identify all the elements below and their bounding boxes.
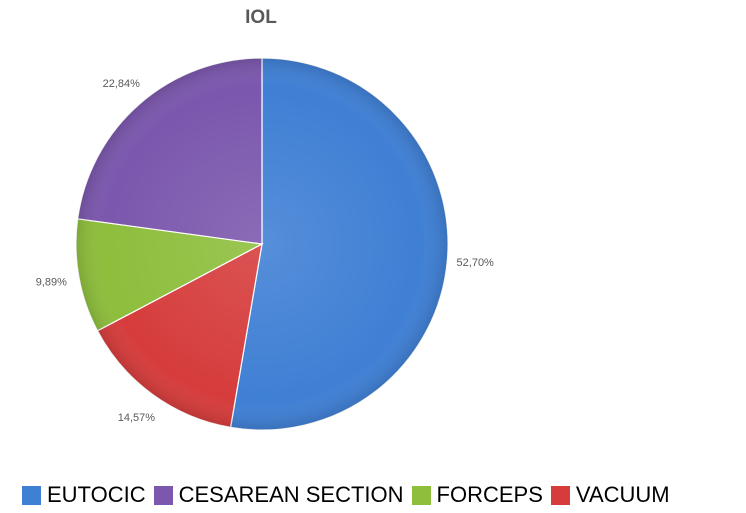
- pie-slices: [75, 57, 449, 431]
- data-label-cesarean-section: 22,84%: [103, 78, 141, 90]
- legend: EUTOCIC CESAREAN SECTION FORCEPS VACUUM: [22, 482, 678, 508]
- legend-swatch: [153, 485, 173, 505]
- pie-chart: 52,70% 14,57% 9,89% 22,84%: [36, 57, 494, 431]
- data-label-vacuum: 14,57%: [118, 412, 156, 424]
- legend-swatch: [411, 485, 431, 505]
- legend-label: CESAREAN SECTION: [178, 482, 404, 507]
- data-label-forceps: 9,89%: [36, 276, 67, 288]
- legend-label: VACUUM: [575, 482, 670, 507]
- data-label-eutocic: 52,70%: [457, 257, 495, 269]
- legend-swatch: [22, 485, 41, 505]
- legend-item-vacuum: VACUUM: [550, 482, 670, 508]
- legend-item-forceps: FORCEPS: [411, 482, 543, 508]
- legend-item-eutocic: EUTOCIC: [22, 482, 146, 508]
- legend-label: EUTOCIC: [47, 482, 146, 507]
- legend-label: FORCEPS: [436, 482, 543, 507]
- legend-item-cesarean-section: CESAREAN SECTION: [153, 482, 404, 508]
- slice-labels: 52,70% 14,57% 9,89% 22,84%: [36, 78, 494, 424]
- chart-title: IOL: [245, 7, 277, 28]
- legend-swatch: [550, 485, 570, 505]
